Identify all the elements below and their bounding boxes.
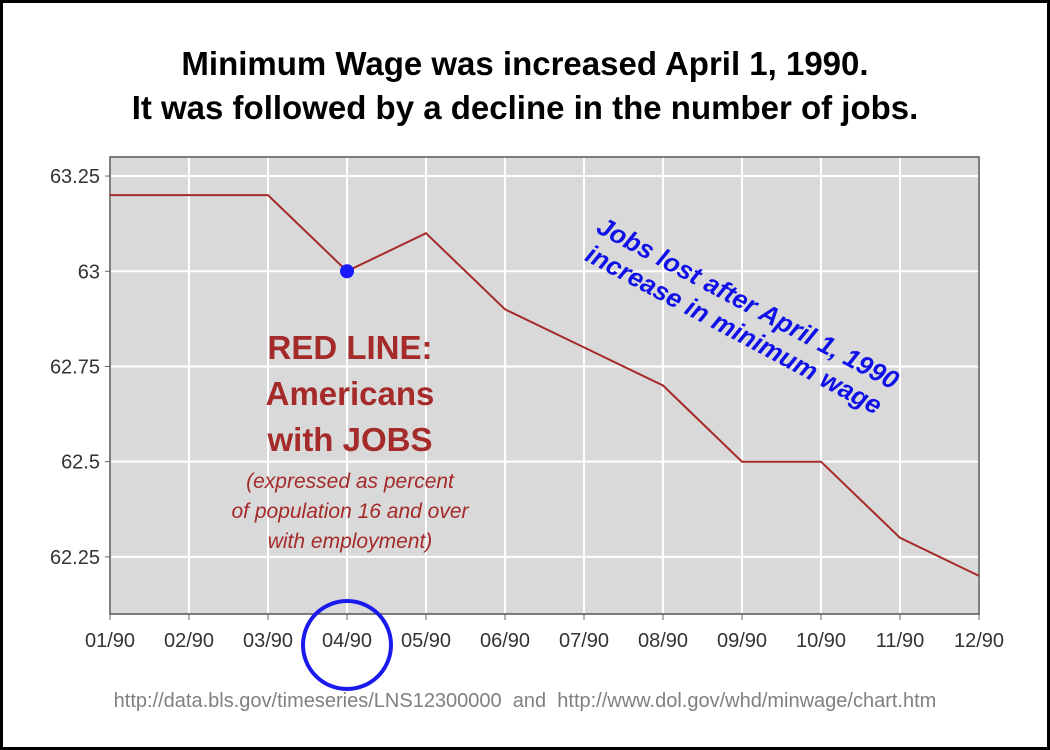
chart-title-line-2: It was followed by a decline in the numb… [131,89,919,126]
highlight-point-marker [340,264,354,279]
y-tick-label: 63 [78,261,100,283]
x-tick-label: 07/90 [559,630,609,652]
plot-border [109,156,980,615]
x-tick-label: 10/90 [796,630,846,652]
red-line-title-line: RED LINE: [268,329,433,366]
x-tick-label: 03/90 [243,630,293,652]
y-tick-label: 62.5 [61,452,100,474]
x-tick-label: 02/90 [164,630,214,652]
red-line-note-line: of population 16 and over [231,500,469,523]
x-tick-label: 11/90 [876,630,925,652]
x-tick-label: 09/90 [717,630,767,652]
plot-area [110,157,979,614]
red-line-title-line: Americans [266,375,435,412]
x-tick-label: 06/90 [480,630,530,652]
red-line-note-line: (expressed as percent [246,470,455,493]
series-line-employment [110,194,980,577]
x-tick-label: 08/90 [638,630,688,652]
red-line-title-line: with JOBS [266,421,432,458]
x-tick-label: 01/90 [85,630,135,652]
y-tick-label: 63.25 [50,166,100,188]
red-line-note-line: with employment) [268,530,433,553]
y-tick-label: 62.25 [50,547,100,569]
x-tick-label: 05/90 [401,630,451,652]
y-tick-label: 62.75 [50,356,100,378]
chart-title-line-1: Minimum Wage was increased April 1, 1990… [181,45,869,82]
highlight-circle-04-90 [301,599,393,691]
source-citation: http://data.bls.gov/timeseries/LNS123000… [113,690,937,712]
x-tick-label: 12/90 [954,630,1004,652]
x-tick-label: 04/90 [322,630,372,652]
